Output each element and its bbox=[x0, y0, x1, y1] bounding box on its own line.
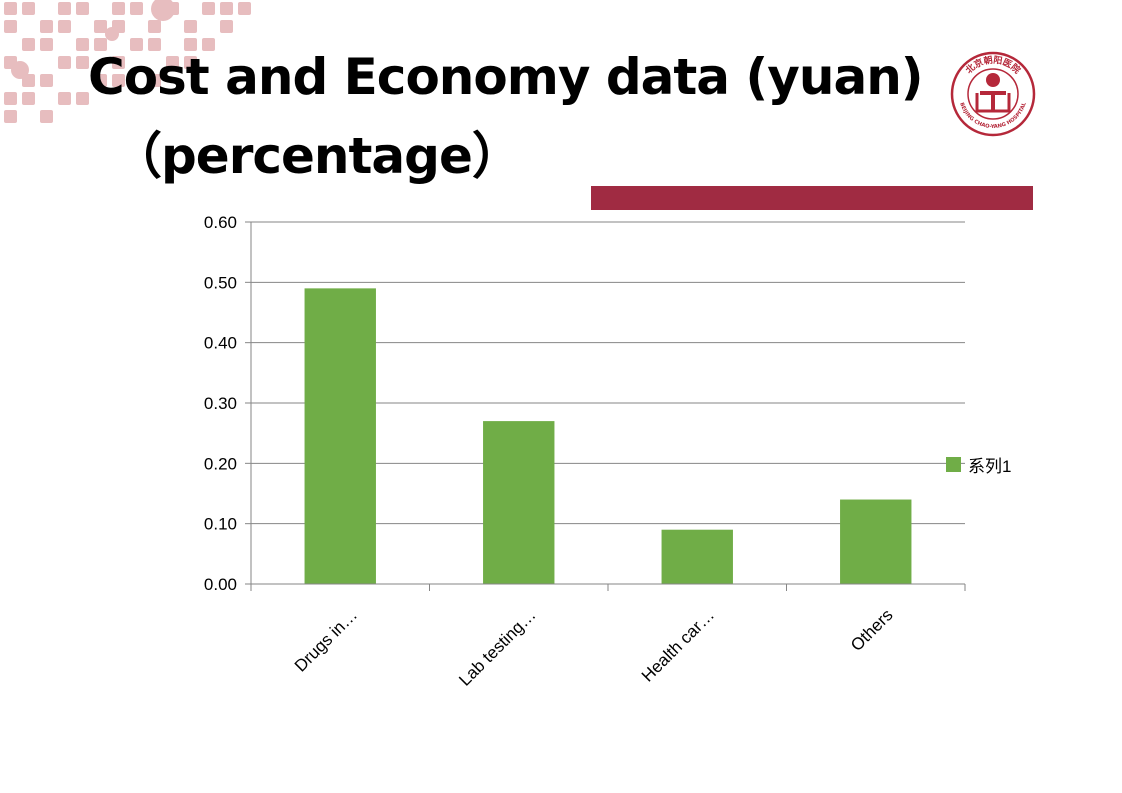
chart-legend: 系列1 bbox=[946, 452, 1011, 477]
y-tick-label: 0.30 bbox=[204, 394, 237, 413]
decorative-square bbox=[94, 74, 107, 87]
decorative-square bbox=[94, 20, 107, 33]
x-tick-label: Lab testing… bbox=[455, 605, 539, 689]
legend-label: 系列1 bbox=[968, 457, 1012, 476]
x-tick-label: Drugs in… bbox=[291, 605, 361, 675]
decorative-square bbox=[76, 92, 89, 105]
bar bbox=[661, 529, 733, 584]
decorative-square bbox=[40, 74, 53, 87]
decorative-circle bbox=[151, 0, 175, 21]
decorative-square bbox=[112, 74, 125, 87]
decorative-square bbox=[112, 2, 125, 15]
slide-title-line-2: （percentage） bbox=[112, 127, 522, 185]
decorative-square bbox=[4, 92, 17, 105]
decorative-square bbox=[58, 20, 71, 33]
y-tick-label: 0.60 bbox=[204, 213, 237, 232]
decorative-square bbox=[148, 20, 161, 33]
decorative-square bbox=[76, 2, 89, 15]
slide-title-line-1: Cost and Economy data (yuan) bbox=[88, 48, 924, 106]
decorative-square bbox=[184, 38, 197, 51]
decorative-square bbox=[4, 110, 17, 123]
decorative-square bbox=[94, 38, 107, 51]
decorative-square bbox=[112, 56, 125, 69]
decorative-square bbox=[220, 20, 233, 33]
hospital-cross-icon bbox=[975, 73, 1011, 113]
decorative-square bbox=[40, 38, 53, 51]
decorative-circle bbox=[105, 27, 119, 41]
bar bbox=[483, 421, 555, 584]
decorative-square bbox=[22, 38, 35, 51]
decorative-square bbox=[202, 2, 215, 15]
decorative-square bbox=[4, 20, 17, 33]
decorative-square bbox=[40, 110, 53, 123]
y-tick-label: 0.20 bbox=[204, 454, 237, 473]
y-tick-label: 0.00 bbox=[204, 575, 237, 594]
decorative-square bbox=[130, 2, 143, 15]
decorative-square bbox=[238, 2, 251, 15]
accent-bar bbox=[591, 186, 1033, 210]
decorative-square bbox=[220, 2, 233, 15]
bar bbox=[304, 288, 376, 584]
y-tick-label: 0.10 bbox=[204, 515, 237, 534]
legend-swatch bbox=[946, 457, 961, 472]
decorative-circle bbox=[11, 61, 29, 79]
bar bbox=[840, 499, 912, 584]
y-tick-label: 0.50 bbox=[204, 273, 237, 292]
decorative-square bbox=[184, 20, 197, 33]
decorative-square bbox=[166, 56, 179, 69]
decorative-square bbox=[76, 38, 89, 51]
decorative-square bbox=[22, 92, 35, 105]
decorative-square bbox=[58, 92, 71, 105]
decorative-square bbox=[58, 56, 71, 69]
hospital-logo: 北京朝阳医院 BEIJING CHAO-YANG HOSPITAL bbox=[950, 51, 1036, 137]
decorative-square bbox=[130, 38, 143, 51]
decorative-square bbox=[202, 38, 215, 51]
decorative-dot-pattern bbox=[4, 0, 251, 123]
decorative-square bbox=[148, 74, 161, 87]
decorative-square bbox=[4, 2, 17, 15]
decorative-square bbox=[184, 56, 197, 69]
decorative-square bbox=[58, 2, 71, 15]
decorative-square bbox=[76, 56, 89, 69]
decorative-square bbox=[22, 2, 35, 15]
x-tick-label: Others bbox=[847, 605, 897, 655]
y-tick-label: 0.40 bbox=[204, 334, 237, 353]
decorative-square bbox=[40, 20, 53, 33]
x-tick-label: Health car… bbox=[638, 605, 718, 685]
decorative-square bbox=[148, 38, 161, 51]
